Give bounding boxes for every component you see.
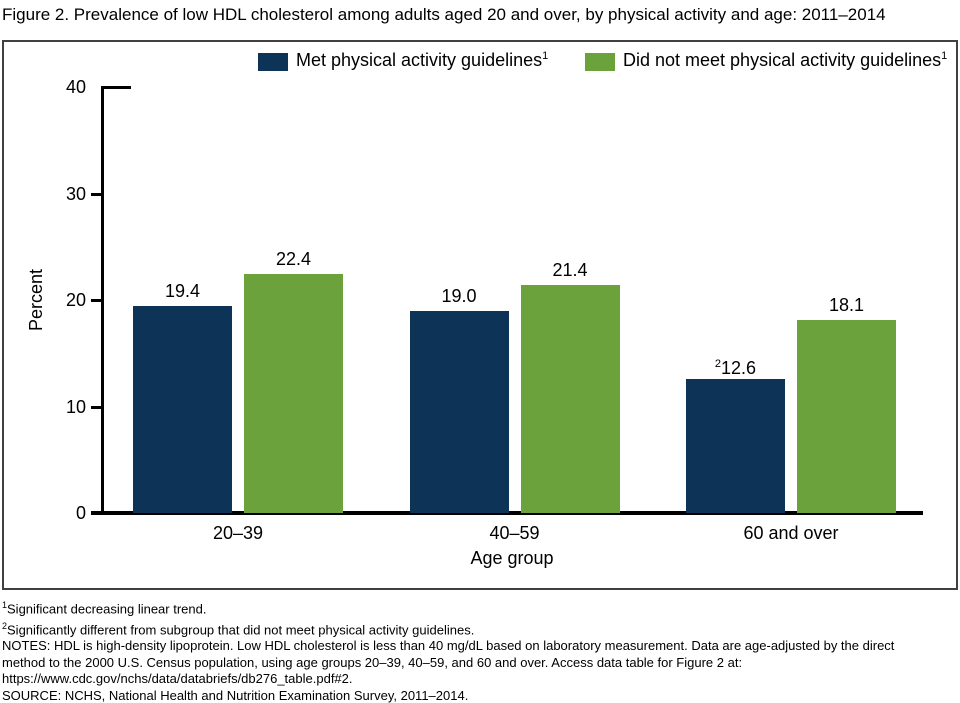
legend-label-met-text: Met physical activity guidelines	[296, 50, 543, 70]
bar-met-1	[409, 310, 509, 513]
y-axis-top-tick	[101, 86, 131, 89]
bar-met-0	[133, 306, 232, 513]
legend-label-did-not-meet-sup: 1	[941, 50, 948, 62]
bar-did-not-meet-2	[797, 320, 896, 513]
footnote-line-6: SOURCE: NCHS, National Health and Nutrit…	[2, 687, 469, 703]
y-tick-label-20: 20	[65, 290, 86, 310]
footnote-sup: 1	[2, 600, 8, 610]
x-category-label-1: 40–59	[489, 523, 540, 543]
footnotes: 1Significant decreasing linear trend. 2Si…	[2, 597, 894, 703]
bar-value-met-1: 19.0	[441, 285, 477, 306]
bar-value-sup: 2	[714, 357, 722, 370]
legend-label-did-not-meet: Did not meet physical activity guideline…	[623, 50, 947, 71]
y-tick-label-10: 10	[65, 396, 86, 417]
bar-value-did-not-meet-2: 18.1	[828, 295, 865, 316]
bar-value-did-not-meet-0: 22.4	[275, 249, 312, 270]
legend-swatch-met	[258, 53, 288, 71]
footnote-line-1: 1Significant decreasing linear trend.	[2, 600, 207, 617]
y-tick-10	[91, 405, 101, 409]
footnote-line-5: https://www.cdc.gov/nchs/data/databriefs…	[2, 671, 353, 687]
legend-label-met-sup: 1	[542, 50, 549, 62]
footnote-line-4: method to the 2000 U.S. Census populatio…	[2, 654, 743, 670]
bar-met-2	[686, 378, 785, 513]
bar-value-met-2: 212.6	[714, 357, 757, 378]
y-tick-20	[91, 299, 101, 302]
x-category-label-0: 20–39	[212, 523, 264, 543]
y-tick-label-30: 30	[65, 183, 86, 204]
x-axis-line	[91, 511, 923, 515]
legend-label-did-not-meet-text: Did not meet physical activity guideline…	[623, 50, 942, 70]
y-axis-line	[101, 86, 104, 515]
figure-title: Figure 2. Prevalence of low HDL choleste…	[2, 5, 886, 24]
bar-did-not-meet-1	[520, 285, 620, 513]
footnote-line-2: 2Significantly different from subgroup t…	[2, 620, 475, 638]
y-tick-30	[91, 192, 101, 196]
y-tick-label-0: 0	[75, 503, 86, 523]
bar-value-did-not-meet-1: 21.4	[552, 260, 588, 281]
y-tick-label-40: 40	[65, 77, 86, 97]
legend-label-met: Met physical activity guidelines1	[296, 50, 548, 71]
footnote-line-3: NOTES: HDL is high-density lipoprotein. …	[2, 638, 895, 654]
legend-swatch-did-not-meet	[585, 53, 615, 71]
x-category-label-2: 60 and over	[743, 523, 839, 543]
chart-frame: Met physical activity guidelines1 Did no…	[2, 40, 958, 590]
x-axis-title: Age group	[470, 548, 554, 568]
bar-value-met-0: 19.4	[164, 281, 201, 302]
bar-did-not-meet-0	[244, 274, 343, 513]
footnote-sup: 2	[2, 620, 8, 631]
